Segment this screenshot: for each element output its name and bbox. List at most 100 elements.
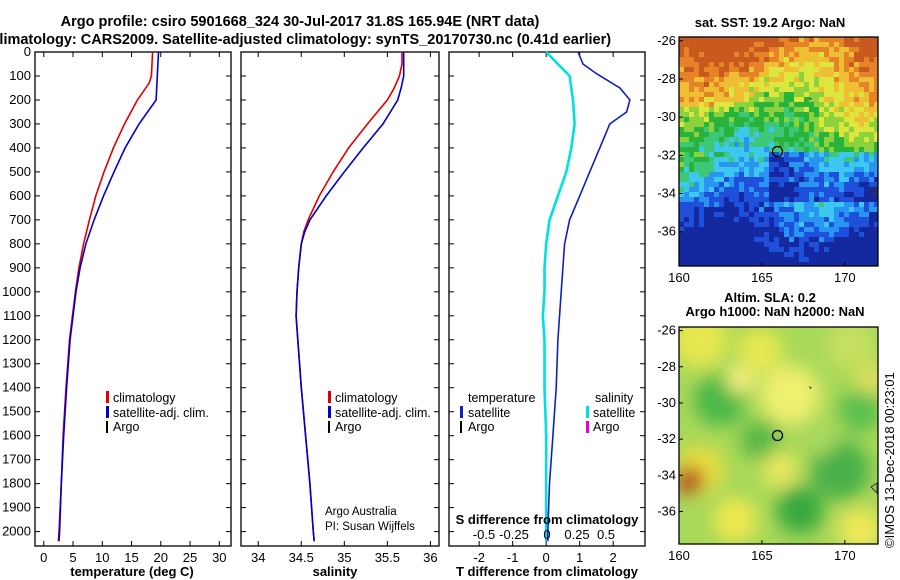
- sst-pixel: [794, 107, 800, 113]
- sst-pixel: [679, 132, 685, 138]
- sst-pixel: [739, 92, 745, 98]
- difference-legend: temperature satellite Argo salinity sate…: [460, 391, 635, 434]
- sst-pixel: [859, 222, 865, 228]
- sst-pixel: [824, 122, 830, 128]
- sst-pixel: [799, 62, 805, 68]
- sst-pixel: [704, 132, 710, 138]
- sst-pixel: [864, 132, 870, 138]
- sst-pixel: [824, 137, 830, 143]
- sst-pixel: [689, 117, 695, 123]
- sst-pixel: [689, 62, 695, 68]
- sst-pixel: [719, 227, 725, 233]
- sst-pixel: [779, 37, 785, 43]
- sst-pixel: [849, 202, 855, 208]
- sst-pixel: [709, 262, 715, 266]
- sst-pixel: [814, 97, 820, 103]
- sst-pixel: [779, 112, 785, 118]
- sst-pixel: [679, 67, 685, 73]
- sst-pixel: [724, 142, 730, 148]
- sst-pixel: [849, 222, 855, 228]
- sst-pixel: [709, 217, 715, 223]
- sst-pixel: [784, 137, 790, 143]
- sst-pixel: [689, 42, 695, 48]
- sst-pixel: [739, 162, 745, 168]
- sst-pixel: [694, 192, 700, 198]
- sst-pixel: [739, 67, 745, 73]
- x-tick-label: 36: [423, 550, 437, 565]
- legend-climatology-label: climatology: [113, 391, 176, 405]
- sst-pixel: [779, 227, 785, 233]
- sst-pixel: [844, 67, 850, 73]
- sst-pixel: [789, 122, 795, 128]
- sst-pixel: [849, 257, 855, 263]
- sst-pixel: [704, 47, 710, 53]
- sst-pixel: [809, 142, 815, 148]
- map-y-tick-label: -28: [657, 359, 676, 374]
- sst-pixel: [849, 227, 855, 233]
- legend-t-satellite-label: satellite: [468, 406, 510, 420]
- sst-pixel: [754, 87, 760, 93]
- sst-pixel: [874, 227, 878, 233]
- sst-pixel: [714, 192, 720, 198]
- argo-location-marker: [771, 145, 784, 158]
- sst-pixel: [769, 157, 775, 163]
- x-tick-label: 34: [251, 550, 265, 565]
- sst-pixel: [709, 237, 715, 243]
- sst-pixel: [724, 227, 730, 233]
- sst-pixel: [689, 147, 695, 153]
- sst-pixel: [809, 52, 815, 58]
- depth-tick-label: 1900: [2, 500, 31, 515]
- sst-pixel: [744, 42, 750, 48]
- sst-pixel: [849, 92, 855, 98]
- sst-pixel: [694, 177, 700, 183]
- sst-pixel: [799, 77, 805, 83]
- sst-pixel: [689, 262, 695, 266]
- sst-pixel: [684, 132, 690, 138]
- sst-pixel: [859, 242, 865, 248]
- sst-pixel: [854, 112, 860, 118]
- sst-pixel: [869, 222, 875, 228]
- sst-pixel: [749, 262, 755, 266]
- sst-pixel: [809, 187, 815, 193]
- sst-pixel: [724, 197, 730, 203]
- sst-pixel: [754, 97, 760, 103]
- sst-pixel: [724, 247, 730, 253]
- sst-pixel: [709, 47, 715, 53]
- sst-pixel: [784, 127, 790, 133]
- sst-pixel: [874, 217, 878, 223]
- sst-pixel: [869, 57, 875, 63]
- sst-pixel: [799, 97, 805, 103]
- sst-pixel: [874, 212, 878, 218]
- s-difference-axis-title: S difference from climatology: [456, 512, 640, 527]
- sst-pixel: [739, 167, 745, 173]
- sst-pixel: [709, 72, 715, 78]
- sst-pixel: [859, 172, 865, 178]
- sst-pixel: [729, 67, 735, 73]
- sst-pixel: [754, 227, 760, 233]
- sst-pixel: [759, 242, 765, 248]
- sst-pixel: [744, 237, 750, 243]
- sst-pixel: [829, 67, 835, 73]
- sst-pixel: [744, 37, 750, 43]
- sst-pixel: [684, 262, 690, 266]
- sst-pixel: [789, 102, 795, 108]
- sst-pixel: [699, 157, 705, 163]
- sst-pixel: [874, 247, 878, 253]
- sst-pixel: [719, 242, 725, 248]
- sst-pixel: [804, 67, 810, 73]
- sst-pixel: [804, 47, 810, 53]
- sst-pixel: [804, 57, 810, 63]
- sst-pixel: [829, 152, 835, 158]
- sst-pixel: [719, 157, 725, 163]
- sst-pixel: [719, 197, 725, 203]
- sst-pixel: [764, 217, 770, 223]
- sst-pixel: [739, 247, 745, 253]
- sst-pixel: [699, 122, 705, 128]
- sst-pixel: [869, 192, 875, 198]
- sst-pixel: [734, 232, 740, 238]
- sst-pixel: [709, 252, 715, 258]
- sst-pixel: [779, 197, 785, 203]
- sst-pixel: [784, 67, 790, 73]
- sst-pixel: [719, 77, 725, 83]
- sst-pixel: [709, 92, 715, 98]
